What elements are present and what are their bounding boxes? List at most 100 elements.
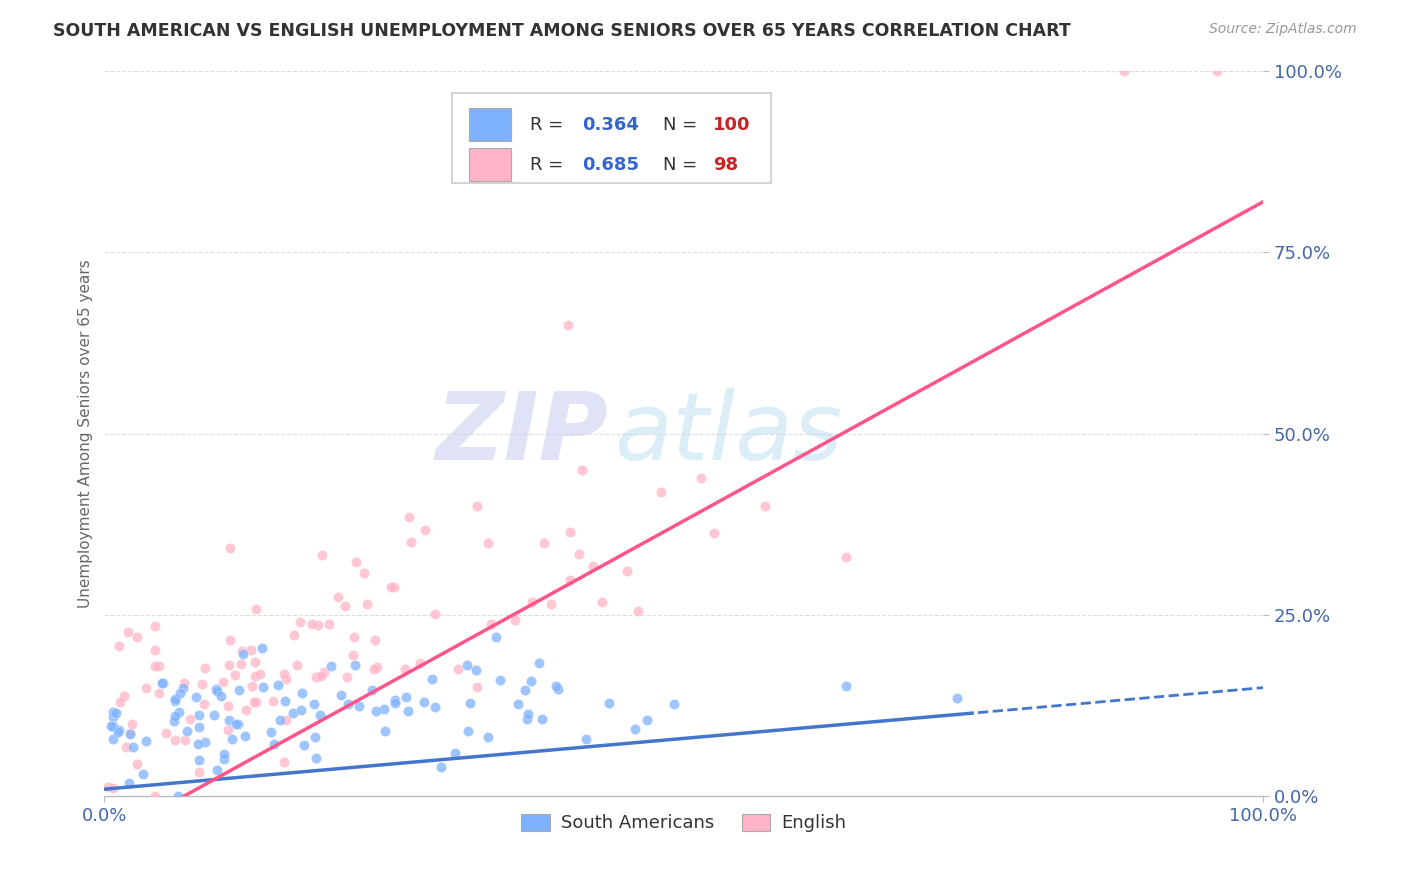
Point	[240, 642, 263, 657]
Point	[318, 616, 340, 631]
Point	[152, 675, 174, 690]
Point	[557, 318, 579, 332]
Point	[527, 656, 550, 670]
Point	[169, 686, 191, 700]
Text: R =: R =	[530, 155, 569, 174]
Text: 100: 100	[713, 116, 751, 134]
Point	[101, 719, 124, 733]
Point	[193, 697, 215, 711]
Point	[575, 731, 598, 746]
Point	[373, 702, 395, 716]
Point	[269, 713, 291, 727]
Point	[409, 656, 432, 670]
Point	[205, 682, 228, 697]
Point	[364, 633, 387, 648]
Point	[382, 580, 405, 594]
Point	[188, 707, 211, 722]
Point	[423, 607, 446, 621]
Point	[163, 732, 186, 747]
Point	[226, 717, 249, 731]
Point	[516, 712, 538, 726]
Point	[179, 712, 201, 726]
Point	[224, 668, 246, 682]
Point	[347, 698, 370, 713]
Point	[582, 559, 605, 574]
Point	[194, 735, 217, 749]
Point	[148, 685, 170, 699]
Point	[135, 681, 157, 695]
Point	[503, 613, 526, 627]
Point	[508, 698, 530, 712]
Point	[249, 667, 271, 681]
Point	[384, 696, 406, 710]
Point	[477, 536, 499, 550]
Point	[207, 683, 229, 698]
Point	[231, 644, 253, 658]
Point	[217, 723, 239, 737]
Point	[276, 713, 298, 727]
Point	[328, 590, 350, 604]
Point	[662, 697, 685, 711]
Point	[108, 639, 131, 653]
Point	[560, 525, 582, 540]
Point	[627, 604, 650, 618]
Point	[101, 710, 124, 724]
Point	[252, 680, 274, 694]
Point	[260, 724, 283, 739]
Point	[143, 659, 166, 673]
Point	[243, 695, 266, 709]
Point	[176, 723, 198, 738]
Point	[547, 682, 569, 697]
Point	[131, 767, 153, 781]
Point	[274, 672, 297, 686]
Point	[212, 752, 235, 766]
Point	[212, 747, 235, 761]
Point	[245, 695, 267, 709]
Point	[125, 630, 148, 644]
Point	[217, 699, 239, 714]
Point	[101, 731, 124, 746]
Point	[194, 661, 217, 675]
Point	[650, 484, 672, 499]
Point	[291, 686, 314, 700]
Point	[267, 678, 290, 692]
Point	[125, 757, 148, 772]
Point	[148, 658, 170, 673]
Point	[835, 550, 858, 565]
Point	[531, 713, 554, 727]
Point	[167, 706, 190, 720]
Point	[321, 659, 343, 673]
Point	[571, 463, 593, 477]
Point	[163, 714, 186, 728]
Point	[186, 737, 208, 751]
Point	[118, 727, 141, 741]
Point	[191, 677, 214, 691]
Text: 0.685: 0.685	[582, 155, 638, 174]
Point	[165, 694, 187, 708]
Point	[1206, 64, 1229, 78]
Point	[108, 723, 131, 738]
Point	[430, 760, 453, 774]
Point	[456, 658, 478, 673]
Point	[517, 707, 540, 722]
Point	[107, 725, 129, 739]
Point	[202, 708, 225, 723]
Point	[946, 691, 969, 706]
Point	[533, 536, 555, 550]
Point	[135, 734, 157, 748]
Point	[273, 667, 295, 681]
Point	[150, 675, 173, 690]
Point	[342, 648, 364, 662]
Point	[703, 525, 725, 540]
Point	[184, 690, 207, 705]
Point	[394, 662, 416, 676]
Point	[754, 500, 776, 514]
Point	[423, 699, 446, 714]
Point	[163, 709, 186, 723]
Point	[285, 657, 308, 672]
Point	[444, 746, 467, 760]
Point	[447, 662, 470, 676]
Point	[218, 714, 240, 728]
Point	[118, 726, 141, 740]
Point	[212, 675, 235, 690]
